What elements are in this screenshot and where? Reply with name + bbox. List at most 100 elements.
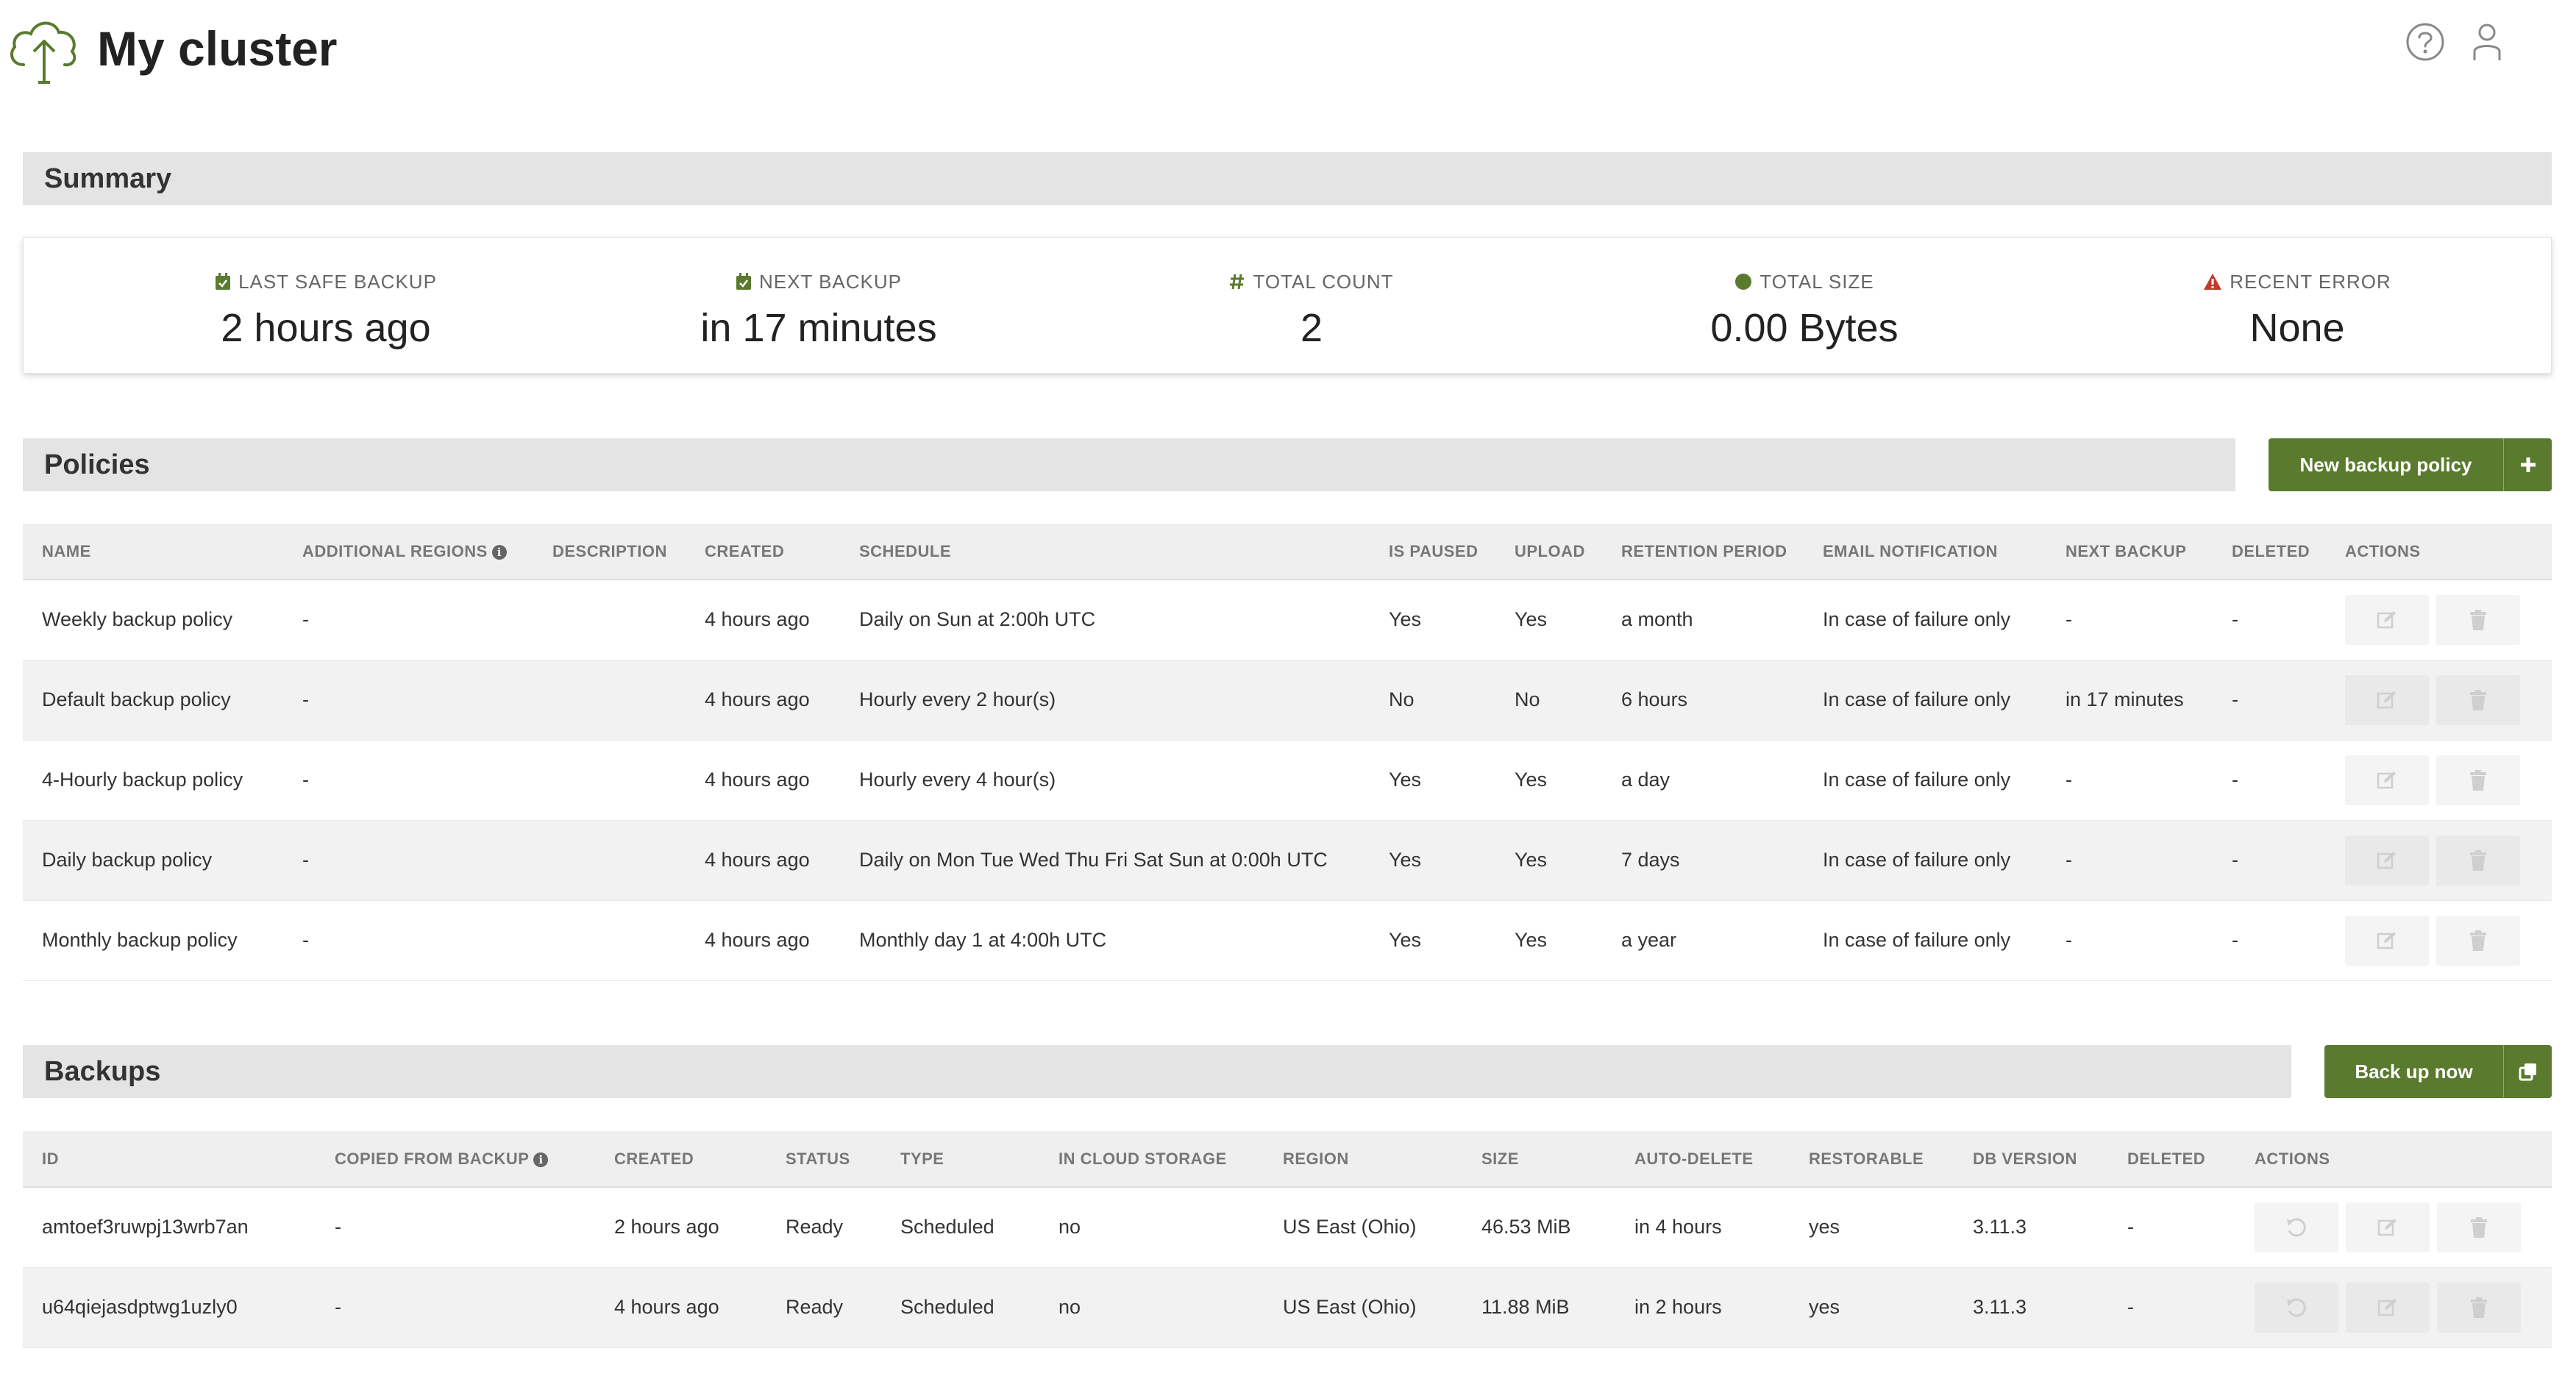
table-row: Default backup policy - 4 hours ago Hour… bbox=[23, 660, 2552, 741]
column-header[interactable]: EMAIL NOTIFICATION bbox=[1804, 524, 2046, 580]
column-header[interactable]: TYPE bbox=[881, 1131, 1039, 1188]
policy-name: Daily backup policy bbox=[23, 820, 283, 901]
column-header[interactable]: RETENTION PERIOD bbox=[1602, 524, 1804, 580]
copy-icon bbox=[2519, 1063, 2536, 1081]
column-header[interactable]: COPIED FROM BACKUP i bbox=[316, 1131, 595, 1188]
user-icon[interactable] bbox=[2466, 21, 2508, 63]
table-row: Monthly backup policy - 4 hours ago Mont… bbox=[23, 900, 2552, 981]
warning-triangle-icon bbox=[2204, 274, 2222, 290]
edit-icon bbox=[2377, 931, 2396, 949]
backup-id: amtoef3ruwpj13wrb7an bbox=[23, 1187, 316, 1268]
column-header[interactable]: DESCRIPTION bbox=[533, 524, 686, 580]
stat-total-size: TOTAL SIZE 0.00 Bytes bbox=[1558, 238, 2051, 374]
delete-policy-button[interactable] bbox=[2436, 674, 2520, 725]
stat-label: TOTAL SIZE bbox=[1760, 271, 1874, 293]
table-row: amtoef3ruwpj13wrb7an - 2 hours ago Ready… bbox=[23, 1187, 2552, 1268]
delete-backup-button[interactable] bbox=[2437, 1282, 2521, 1333]
column-header[interactable]: NEXT BACKUP bbox=[2046, 524, 2213, 580]
edit-icon bbox=[2377, 610, 2396, 628]
stat-label: TOTAL COUNT bbox=[1253, 271, 1394, 293]
restore-backup-button[interactable] bbox=[2255, 1202, 2338, 1252]
trash-icon bbox=[2471, 1297, 2487, 1318]
edit-policy-button[interactable] bbox=[2345, 835, 2429, 885]
stat-next-backup: NEXT BACKUP in 17 minutes bbox=[572, 238, 1065, 374]
column-header[interactable]: AUTO-DELETE bbox=[1615, 1131, 1790, 1188]
stat-label: LAST SAFE BACKUP bbox=[238, 271, 437, 293]
column-header[interactable]: DELETED bbox=[2213, 524, 2326, 580]
edit-policy-button[interactable] bbox=[2345, 594, 2429, 645]
trash-icon bbox=[2470, 769, 2486, 791]
table-row: Daily backup policy - 4 hours ago Daily … bbox=[23, 820, 2552, 901]
summary-title: Summary bbox=[44, 163, 172, 194]
trash-icon bbox=[2470, 930, 2486, 951]
edit-icon bbox=[2377, 1298, 2397, 1316]
edit-icon bbox=[2377, 691, 2396, 708]
restore-icon bbox=[2287, 1218, 2306, 1237]
column-header[interactable]: UPLOAD bbox=[1495, 524, 1602, 580]
table-row: 4-Hourly backup policy - 4 hours ago Hou… bbox=[23, 740, 2552, 821]
delete-policy-button[interactable] bbox=[2436, 755, 2520, 805]
column-header[interactable]: SIZE bbox=[1462, 1131, 1615, 1188]
column-header[interactable]: IS PAUSED bbox=[1370, 524, 1495, 580]
stat-value: 0.00 Bytes bbox=[1710, 306, 1899, 350]
column-header[interactable]: ADDITIONAL REGIONS i bbox=[283, 524, 533, 580]
edit-policy-button[interactable] bbox=[2345, 915, 2429, 966]
stat-total-count: TOTAL COUNT 2 bbox=[1065, 238, 1558, 374]
policy-name: Default backup policy bbox=[23, 660, 283, 741]
info-icon[interactable]: i bbox=[533, 1152, 549, 1167]
stat-recent-error: RECENT ERROR None bbox=[2051, 238, 2544, 374]
column-header[interactable]: ID bbox=[23, 1131, 316, 1188]
column-header: ACTIONS bbox=[2326, 524, 2552, 580]
policy-name: 4-Hourly backup policy bbox=[23, 740, 283, 821]
stat-last-safe-backup: LAST SAFE BACKUP 2 hours ago bbox=[79, 238, 572, 374]
delete-policy-button[interactable] bbox=[2436, 835, 2520, 885]
back-up-now-button[interactable]: Back up now bbox=[2324, 1045, 2552, 1098]
backups-section-header: Backups bbox=[23, 1045, 2291, 1098]
edit-icon bbox=[2377, 851, 2396, 869]
help-icon[interactable] bbox=[2404, 21, 2447, 63]
column-header[interactable]: CREATED bbox=[686, 524, 840, 580]
column-header[interactable]: DB VERSION bbox=[1954, 1131, 2108, 1188]
column-header[interactable]: REGION bbox=[1264, 1131, 1462, 1188]
trash-icon bbox=[2470, 689, 2486, 710]
info-icon[interactable]: i bbox=[491, 544, 507, 560]
new-backup-policy-button[interactable]: New backup policy bbox=[2269, 438, 2552, 491]
column-header[interactable]: SCHEDULE bbox=[840, 524, 1370, 580]
restore-backup-button[interactable] bbox=[2255, 1282, 2338, 1333]
policy-name: Weekly backup policy bbox=[23, 580, 283, 660]
edit-icon bbox=[2377, 1218, 2397, 1236]
column-header[interactable]: NAME bbox=[23, 524, 283, 580]
policies-section-header: Policies bbox=[23, 438, 2235, 491]
trash-icon bbox=[2470, 609, 2486, 630]
column-header[interactable]: STATUS bbox=[766, 1131, 881, 1188]
column-header[interactable]: DELETED bbox=[2108, 1131, 2235, 1188]
backups-title: Backups bbox=[44, 1056, 161, 1087]
stat-label: RECENT ERROR bbox=[2230, 271, 2391, 293]
delete-backup-button[interactable] bbox=[2437, 1202, 2521, 1252]
edit-policy-button[interactable] bbox=[2345, 674, 2429, 725]
edit-backup-button[interactable] bbox=[2346, 1282, 2430, 1333]
backups-table: ID COPIED FROM BACKUP i CREATED STATUS TY… bbox=[23, 1131, 2552, 1348]
column-header[interactable]: CREATED bbox=[595, 1131, 766, 1188]
column-header: ACTIONS bbox=[2235, 1131, 2552, 1188]
column-header[interactable]: IN CLOUD STORAGE bbox=[1039, 1131, 1264, 1188]
summary-section-header: Summary bbox=[23, 152, 2552, 205]
table-row: u64qiejasdptwg1uzly0 - 4 hours ago Ready… bbox=[23, 1267, 2552, 1348]
policies-header-row: NAME ADDITIONAL REGIONS i DESCRIPTION CRE… bbox=[23, 524, 2552, 580]
stat-value: 2 hours ago bbox=[221, 306, 431, 350]
plus-icon bbox=[2520, 457, 2536, 472]
policies-title: Policies bbox=[44, 449, 150, 480]
status-dot-icon bbox=[1735, 274, 1752, 290]
app-header: My cluster bbox=[0, 0, 2576, 96]
calendar-check-icon bbox=[216, 273, 231, 290]
edit-policy-button[interactable] bbox=[2345, 755, 2429, 805]
delete-policy-button[interactable] bbox=[2436, 594, 2520, 645]
edit-backup-button[interactable] bbox=[2346, 1202, 2430, 1252]
delete-policy-button[interactable] bbox=[2436, 915, 2520, 966]
column-header[interactable]: RESTORABLE bbox=[1790, 1131, 1954, 1188]
cloud-upload-logo-icon bbox=[10, 21, 77, 84]
trash-icon bbox=[2470, 849, 2486, 871]
stat-value: None bbox=[2249, 306, 2345, 350]
backups-header-row: ID COPIED FROM BACKUP i CREATED STATUS TY… bbox=[23, 1131, 2552, 1188]
stat-value: 2 bbox=[1300, 306, 1323, 350]
